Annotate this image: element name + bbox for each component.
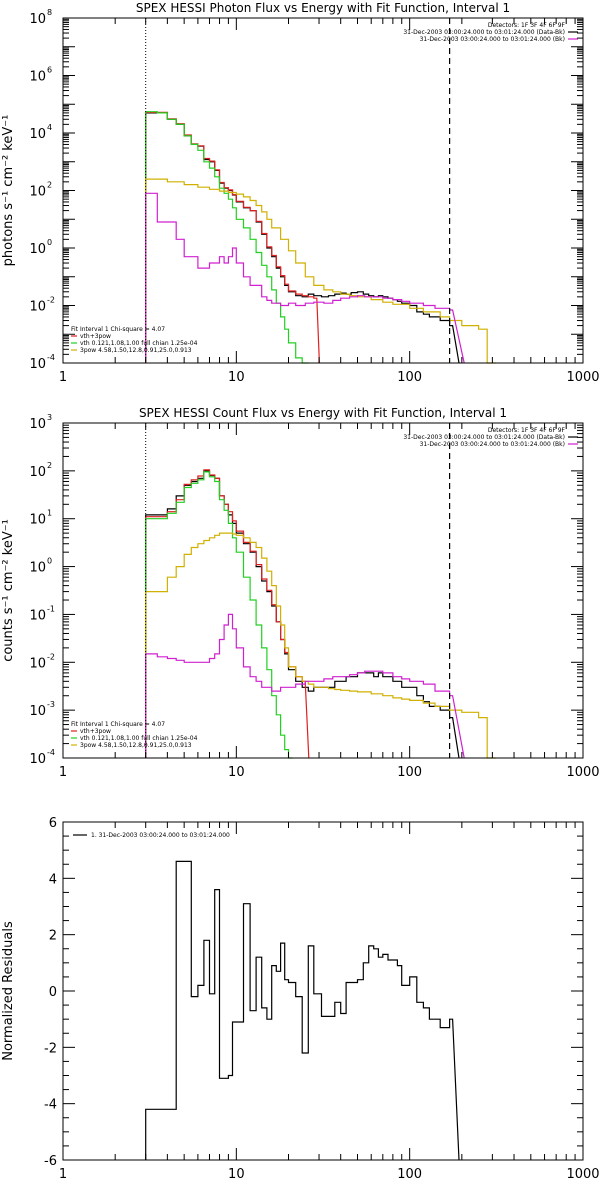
x-tick-label: 1 bbox=[59, 370, 67, 385]
y-tick-label: 10 bbox=[29, 357, 46, 372]
series-line-1 bbox=[145, 112, 460, 364]
legend-bottom-left-entry: vth 0.121,1.08,1.00 full chian 1.25e-04 bbox=[80, 735, 198, 742]
y-tick-label: -2 bbox=[44, 1041, 57, 1056]
y-tick-exponent: 1 bbox=[47, 509, 52, 518]
x-tick-label: 10 bbox=[228, 370, 245, 385]
series-line-1 bbox=[145, 860, 460, 1161]
y-tick-exponent: 3 bbox=[47, 413, 52, 422]
y-tick-label: 10 bbox=[29, 513, 46, 528]
legend-bottom-left-entry: Fit Interval 1 Chi-square = 4.07 bbox=[71, 721, 165, 728]
y-tick-label: 10 bbox=[29, 127, 46, 142]
y-tick-label: 10 bbox=[29, 465, 46, 480]
series-line-1 bbox=[145, 470, 460, 759]
y-tick-exponent: 2 bbox=[47, 181, 52, 190]
y-axis-label: photons s⁻¹ cm⁻² keV⁻¹ bbox=[1, 115, 16, 267]
y-tick-label: 4 bbox=[49, 872, 57, 887]
legend-top-right-entry: 31-Dec-2003 03:00:24.000 to 03:01:24.000… bbox=[420, 441, 565, 448]
y-tick-exponent: -4 bbox=[47, 353, 55, 362]
series-line-4 bbox=[145, 178, 496, 364]
y-tick-label: 10 bbox=[29, 242, 46, 257]
x-tick-label: 100 bbox=[397, 765, 422, 780]
legend-bottom-left-entry: vth+3pow bbox=[80, 728, 111, 735]
y-tick-exponent: -2 bbox=[47, 296, 55, 305]
chart-title: SPEX HESSI Count Flux vs Energy with Fit… bbox=[139, 406, 507, 420]
legend-bottom-left-entry: Fit Interval 1 Chi-square = 4.07 bbox=[71, 326, 165, 333]
x-tick-label: 10 bbox=[228, 1167, 245, 1182]
y-tick-exponent: 4 bbox=[47, 123, 52, 132]
legend-bottom-left-entry: 3pow 4.58,1.50,12.8,0.91,25.0,0.913 bbox=[80, 742, 192, 749]
legend-top-right-entry: 31-Dec-2003 03:00:24.000 to 03:01:24.000… bbox=[403, 29, 565, 36]
y-tick-exponent: 0 bbox=[47, 238, 52, 247]
x-tick-label: 1000 bbox=[566, 1167, 599, 1182]
y-axis-label: counts s⁻¹ cm⁻² keV⁻¹ bbox=[1, 519, 16, 662]
legend-bottom-left-entry: 3pow 4.58,1.50,12.8,0.91,25.0,0.913 bbox=[80, 347, 192, 354]
legend-top-left-entry: 1. 31-Dec-2003 03:00:24.000 to 03:01:24.… bbox=[91, 832, 230, 839]
y-tick-exponent: 2 bbox=[47, 461, 52, 470]
legend-top-right-entry: 31-Dec-2003 03:00:24.000 to 03:01:24.000… bbox=[403, 434, 565, 441]
legend-bottom-left-entry: vth+3pow bbox=[80, 333, 111, 340]
y-tick-label: 6 bbox=[49, 816, 57, 831]
y-tick-label: 10 bbox=[29, 608, 46, 623]
x-tick-label: 1 bbox=[59, 1167, 67, 1182]
y-axis-label: Normalized Residuals bbox=[1, 921, 16, 1061]
y-tick-exponent: -2 bbox=[47, 652, 55, 661]
y-tick-label: 10 bbox=[29, 752, 46, 767]
legend-top-right-entry: Detectors: 1F 3F 4F 6F 9F bbox=[488, 427, 566, 434]
series-line-5 bbox=[145, 192, 465, 364]
series-line-4 bbox=[145, 532, 496, 759]
x-tick-label: 1000 bbox=[566, 370, 599, 385]
legend-top-right-entry: Detectors: 1F 3F 4F 6F 9F bbox=[488, 22, 566, 29]
series-line-3 bbox=[145, 111, 309, 364]
y-tick-exponent: 0 bbox=[47, 557, 52, 566]
y-tick-label: 0 bbox=[49, 985, 57, 1000]
x-tick-label: 100 bbox=[397, 1167, 422, 1182]
legend-bottom-left-entry: vth 0.121,1.08,1.00 full chian 1.25e-04 bbox=[80, 340, 198, 347]
y-tick-exponent: -4 bbox=[47, 748, 55, 757]
y-tick-label: -4 bbox=[44, 1098, 57, 1113]
chart-panel-1: SPEX HESSI Photon Flux vs Energy with Fi… bbox=[1, 1, 600, 385]
y-tick-label: 10 bbox=[29, 300, 46, 315]
chart-panel-3: 1 10 100 1000 -6 -4 -2 0 2 4 6 Normalized Residuals… bbox=[1, 816, 600, 1182]
x-tick-label: 100 bbox=[397, 370, 422, 385]
series-line-2 bbox=[145, 111, 320, 364]
y-tick-exponent: 8 bbox=[47, 8, 52, 17]
series-line-5 bbox=[145, 613, 465, 759]
y-tick-label: 10 bbox=[29, 185, 46, 200]
y-tick-exponent: -3 bbox=[47, 700, 55, 709]
y-tick-label: 10 bbox=[29, 561, 46, 576]
chart-title: SPEX HESSI Photon Flux vs Energy with Fi… bbox=[136, 1, 510, 15]
y-tick-label: 10 bbox=[29, 656, 46, 671]
plot-frame bbox=[62, 821, 584, 1161]
y-tick-label: 10 bbox=[29, 417, 46, 432]
legend-top-right-entry: 31-Dec-2003 03:00:24.000 to 03:01:24.000… bbox=[420, 36, 565, 43]
y-tick-exponent: -1 bbox=[47, 604, 55, 613]
x-tick-label: 1 bbox=[59, 765, 67, 780]
y-tick-label: -6 bbox=[44, 1154, 57, 1169]
series-line-3 bbox=[145, 471, 293, 759]
plot-frame bbox=[62, 17, 584, 364]
chart-panel-2: SPEX HESSI Count Flux vs Energy with Fit… bbox=[1, 406, 600, 780]
y-tick-label: 2 bbox=[49, 929, 57, 944]
x-tick-label: 10 bbox=[228, 765, 245, 780]
x-tick-label: 1000 bbox=[566, 765, 599, 780]
plot-frame bbox=[62, 422, 584, 759]
y-tick-exponent: 6 bbox=[47, 66, 52, 75]
y-tick-label: 10 bbox=[29, 704, 46, 719]
y-tick-label: 10 bbox=[29, 70, 46, 85]
y-tick-label: 10 bbox=[29, 12, 46, 27]
